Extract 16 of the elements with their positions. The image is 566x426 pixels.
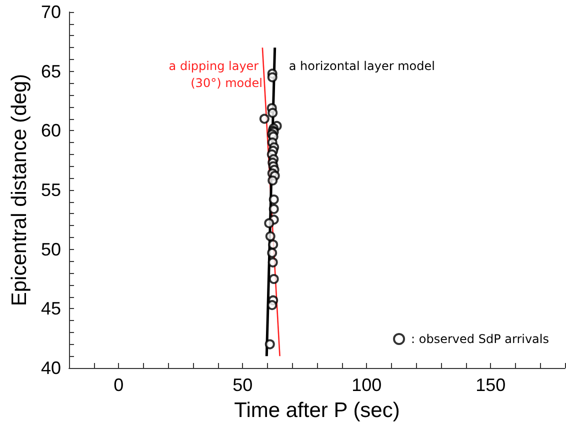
y-tick-label: 60 — [40, 120, 61, 141]
legend-label: : observed SdP arrivals — [411, 332, 550, 346]
x-tick-label: 100 — [352, 375, 382, 395]
x-tick-label: 50 — [232, 375, 253, 395]
y-tick-label: 70 — [40, 2, 61, 22]
x-tick-label: 150 — [476, 375, 506, 395]
y-tick-label: 45 — [40, 298, 61, 319]
x-axis-title: Time after P (sec) — [234, 399, 400, 422]
y-axis-title: Epicentral distance (deg) — [8, 74, 32, 306]
x-tick-label: 0 — [114, 375, 124, 395]
series-label: a dipping layer (30°) model — [168, 59, 262, 90]
y-tick-label: 40 — [40, 358, 61, 378]
series-label: a horizontal layer model — [288, 59, 435, 74]
y-tick-label: 65 — [40, 61, 61, 82]
y-tick-label: 50 — [40, 239, 61, 260]
y-tick-label: 55 — [40, 180, 61, 200]
